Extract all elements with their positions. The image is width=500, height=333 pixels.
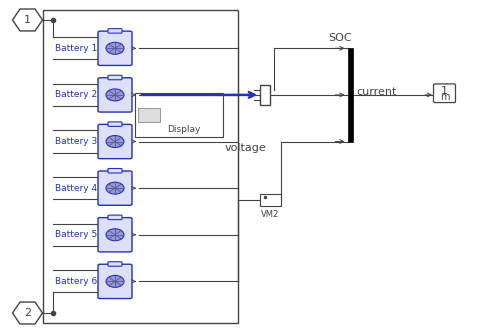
FancyBboxPatch shape — [98, 218, 132, 252]
FancyBboxPatch shape — [108, 215, 122, 220]
FancyBboxPatch shape — [98, 264, 132, 298]
Text: voltage: voltage — [225, 143, 267, 153]
Circle shape — [106, 229, 124, 241]
FancyBboxPatch shape — [108, 262, 122, 266]
FancyBboxPatch shape — [108, 75, 122, 80]
Text: 2: 2 — [24, 308, 31, 318]
Text: Battery 4: Battery 4 — [56, 183, 98, 193]
Text: Battery 6: Battery 6 — [55, 277, 98, 286]
Circle shape — [106, 182, 124, 194]
Circle shape — [106, 89, 124, 101]
Text: 1: 1 — [441, 86, 448, 96]
Text: m: m — [440, 92, 449, 103]
FancyBboxPatch shape — [138, 108, 160, 122]
FancyBboxPatch shape — [98, 31, 132, 65]
Polygon shape — [12, 302, 42, 324]
Text: Battery 3: Battery 3 — [55, 137, 98, 146]
FancyBboxPatch shape — [98, 78, 132, 112]
Circle shape — [106, 42, 124, 54]
Circle shape — [106, 136, 124, 148]
Circle shape — [106, 275, 124, 287]
Text: Display: Display — [167, 125, 200, 134]
Text: Battery 5: Battery 5 — [55, 230, 98, 239]
Text: Battery 2: Battery 2 — [56, 90, 98, 100]
FancyBboxPatch shape — [108, 29, 122, 33]
FancyBboxPatch shape — [98, 125, 132, 159]
Text: 1: 1 — [24, 15, 31, 25]
FancyBboxPatch shape — [348, 48, 352, 142]
Text: current: current — [356, 87, 397, 97]
Text: VM2: VM2 — [261, 210, 279, 219]
FancyBboxPatch shape — [98, 171, 132, 205]
FancyBboxPatch shape — [260, 194, 280, 205]
FancyBboxPatch shape — [108, 168, 122, 173]
FancyBboxPatch shape — [108, 122, 122, 127]
FancyBboxPatch shape — [260, 85, 270, 105]
FancyBboxPatch shape — [434, 84, 456, 103]
Text: Battery 1: Battery 1 — [55, 44, 98, 53]
Text: SOC: SOC — [328, 33, 352, 43]
Polygon shape — [12, 9, 42, 31]
